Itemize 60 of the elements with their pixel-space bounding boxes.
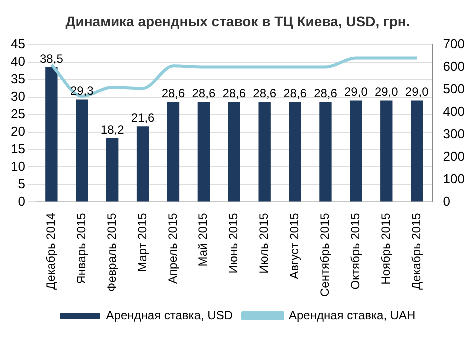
y-tick-label: 25: [10, 106, 26, 122]
bar: [258, 102, 271, 202]
x-tick-label: Май 2015: [196, 212, 210, 267]
data-label: 28,6: [253, 86, 277, 100]
x-tick-label: Ноябрь 2015: [378, 212, 393, 285]
y2-tick-label: 400: [443, 104, 466, 119]
y-tick-label: 45: [10, 36, 26, 52]
y2-tick-label: 700: [443, 36, 466, 52]
data-label: 28,6: [284, 86, 308, 100]
y-tick-label: 0: [18, 194, 26, 209]
data-label: 29,0: [405, 85, 430, 100]
x-tick-label: Декабрь 2015: [409, 212, 424, 290]
bar: [350, 100, 362, 202]
x-tick-label: Декабрь 2014: [44, 212, 58, 290]
data-label: 21,6: [131, 110, 156, 125]
y2-tick-label: 0: [443, 194, 451, 209]
data-label: 28,6: [162, 86, 186, 100]
x-tick-label: Август 2015: [288, 212, 302, 280]
y-tick-label: 5: [18, 176, 26, 192]
y2-tick-label: 600: [443, 58, 466, 74]
bar: [106, 138, 119, 202]
y-tick-label: 10: [10, 158, 26, 174]
bar: [228, 102, 240, 202]
bar: [380, 100, 393, 202]
legend-label: Арендная ставка, UAH: [289, 308, 416, 322]
x-tick-label: Октябрь 2015: [348, 212, 362, 290]
chart-title: Динамика арендных ставок в ТЦ Киева, USD, грн.: [66, 13, 410, 30]
data-label: 29,3: [70, 84, 94, 98]
data-label: 28,6: [192, 86, 216, 100]
bar: [198, 102, 210, 202]
data-label: 29,0: [374, 85, 399, 100]
bar: [320, 102, 332, 202]
data-label: 18,2: [100, 122, 125, 137]
data-label: 38,5: [40, 52, 64, 66]
y2-tick-label: 100: [443, 171, 466, 186]
x-tick-label: Июль 2015: [257, 212, 272, 274]
y-tick-label: 15: [10, 141, 26, 156]
x-tick-label: Апрель 2015: [166, 212, 180, 284]
bar: [410, 100, 424, 202]
y2-tick-label: 200: [443, 148, 466, 164]
data-label: 29,0: [344, 85, 368, 100]
bar: [289, 102, 302, 202]
bar: [46, 68, 58, 202]
bar: [136, 126, 150, 202]
x-tick-label: Февраль 2015: [104, 212, 119, 292]
x-tick-label: Март 2015: [135, 212, 150, 272]
bar: [167, 102, 180, 202]
data-label: 28,6: [222, 86, 246, 100]
y-tick-label: 30: [10, 88, 26, 104]
y-tick-label: 40: [10, 54, 26, 69]
legend-label: Арендная ставка, USD: [106, 308, 234, 322]
x-tick-label: Январь 2015: [74, 212, 88, 284]
y-tick-label: 20: [10, 124, 26, 139]
bar: [76, 100, 88, 202]
y-tick-label: 35: [10, 71, 26, 86]
y2-tick-label: 300: [443, 126, 466, 142]
x-tick-label: Июнь 2015: [226, 212, 241, 274]
data-label: 28,6: [314, 86, 338, 100]
y2-tick-label: 500: [443, 81, 466, 96]
x-tick-label: Сентябрь 2015: [318, 212, 332, 298]
